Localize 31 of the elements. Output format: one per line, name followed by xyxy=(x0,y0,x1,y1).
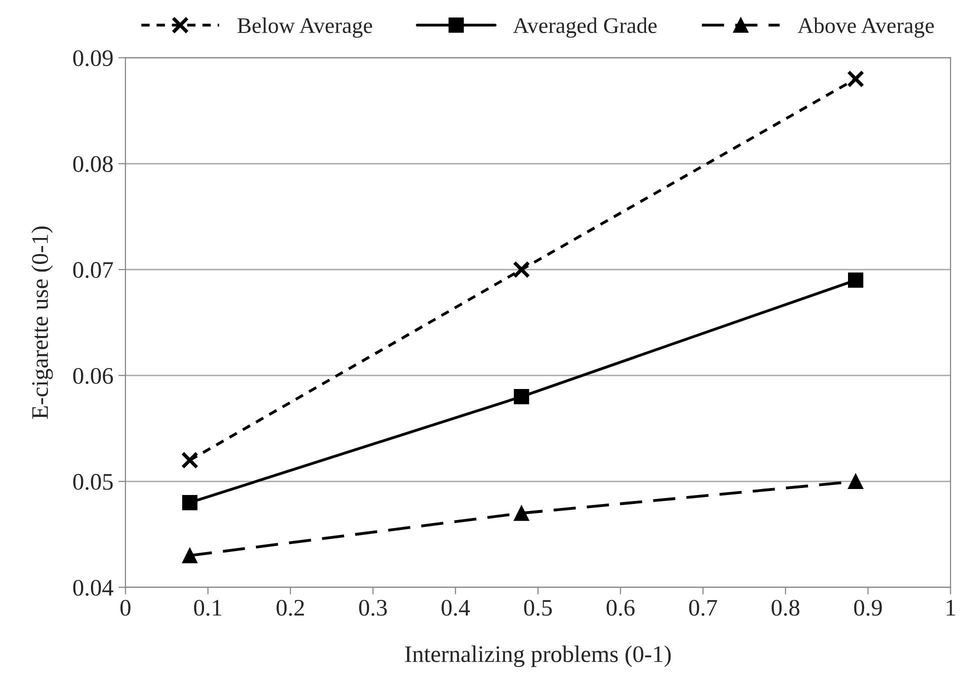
x-tick-label: 1 xyxy=(946,600,956,616)
x-tick-label: 0 xyxy=(120,600,130,616)
x-tick-label: 0.9 xyxy=(854,600,882,616)
legend-label: Averaged Grade xyxy=(513,18,657,38)
x-tick-label: 0.4 xyxy=(442,600,470,616)
point xyxy=(846,70,864,88)
x-tick-label: 0.2 xyxy=(276,600,304,616)
x-tick-label: 0.6 xyxy=(606,600,635,616)
y-tick-label: 0.06 xyxy=(73,368,113,384)
point xyxy=(182,548,198,564)
point xyxy=(512,260,530,278)
x-tick-label: 0.7 xyxy=(689,600,718,616)
legend-label: Below Average xyxy=(238,18,372,38)
y-axis-title: E-cigarette use (0-1) xyxy=(31,226,53,419)
x-axis-title: Internalizing problems (0-1) xyxy=(405,646,671,668)
x-tick-label: 0.8 xyxy=(772,600,800,616)
x-tick-label: 0.5 xyxy=(524,600,552,616)
y-tick-label: 0.08 xyxy=(73,156,113,172)
y-tick-label: 0.09 xyxy=(73,50,113,66)
point xyxy=(514,389,530,404)
point xyxy=(514,506,530,521)
y-tick-label: 0.04 xyxy=(73,580,114,596)
y-tick-label: 0.07 xyxy=(73,262,113,278)
legend-label: Above Average xyxy=(798,18,934,38)
y-tick-label: 0.05 xyxy=(73,474,113,490)
point xyxy=(848,474,864,490)
x-tick-label: 0.3 xyxy=(359,600,387,616)
point xyxy=(848,272,864,288)
x-tick-label: 0.1 xyxy=(194,600,222,616)
point xyxy=(182,494,198,510)
point xyxy=(181,452,198,469)
